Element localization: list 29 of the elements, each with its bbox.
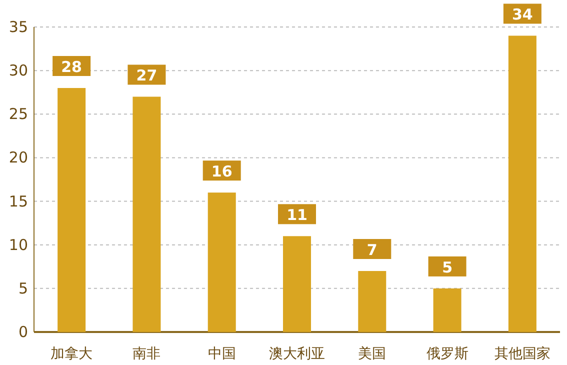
x-tick-label: 南非 <box>132 346 161 362</box>
x-tick-label: 其他国家 <box>494 346 550 362</box>
x-tick-label: 澳大利亚 <box>269 346 325 362</box>
x-tick-label: 俄罗斯 <box>426 346 468 362</box>
bar <box>433 288 462 332</box>
y-tick-label: 35 <box>8 18 28 36</box>
x-tick-label: 美国 <box>358 346 386 362</box>
y-tick-label: 10 <box>8 236 28 254</box>
y-tick-label: 25 <box>8 105 28 124</box>
bar <box>283 236 311 332</box>
data-label: 27 <box>136 66 158 85</box>
y-tick-label: 20 <box>8 148 28 167</box>
bar <box>58 88 86 332</box>
x-tick-label: 中国 <box>208 346 236 362</box>
y-tick-label: 30 <box>8 62 28 80</box>
data-label: 28 <box>61 58 82 76</box>
data-label: 7 <box>366 241 378 259</box>
bar <box>208 192 236 332</box>
y-tick-label: 15 <box>8 192 28 210</box>
x-tick-label: 加拿大 <box>50 346 93 362</box>
data-label: 5 <box>442 258 453 276</box>
bar <box>508 36 536 332</box>
bar <box>132 96 161 332</box>
y-tick-label: 0 <box>18 323 28 341</box>
bar <box>358 271 386 332</box>
data-label: 16 <box>211 162 232 181</box>
data-label: 11 <box>286 206 308 224</box>
y-tick-label: 5 <box>18 279 28 298</box>
data-label: 34 <box>512 6 533 24</box>
